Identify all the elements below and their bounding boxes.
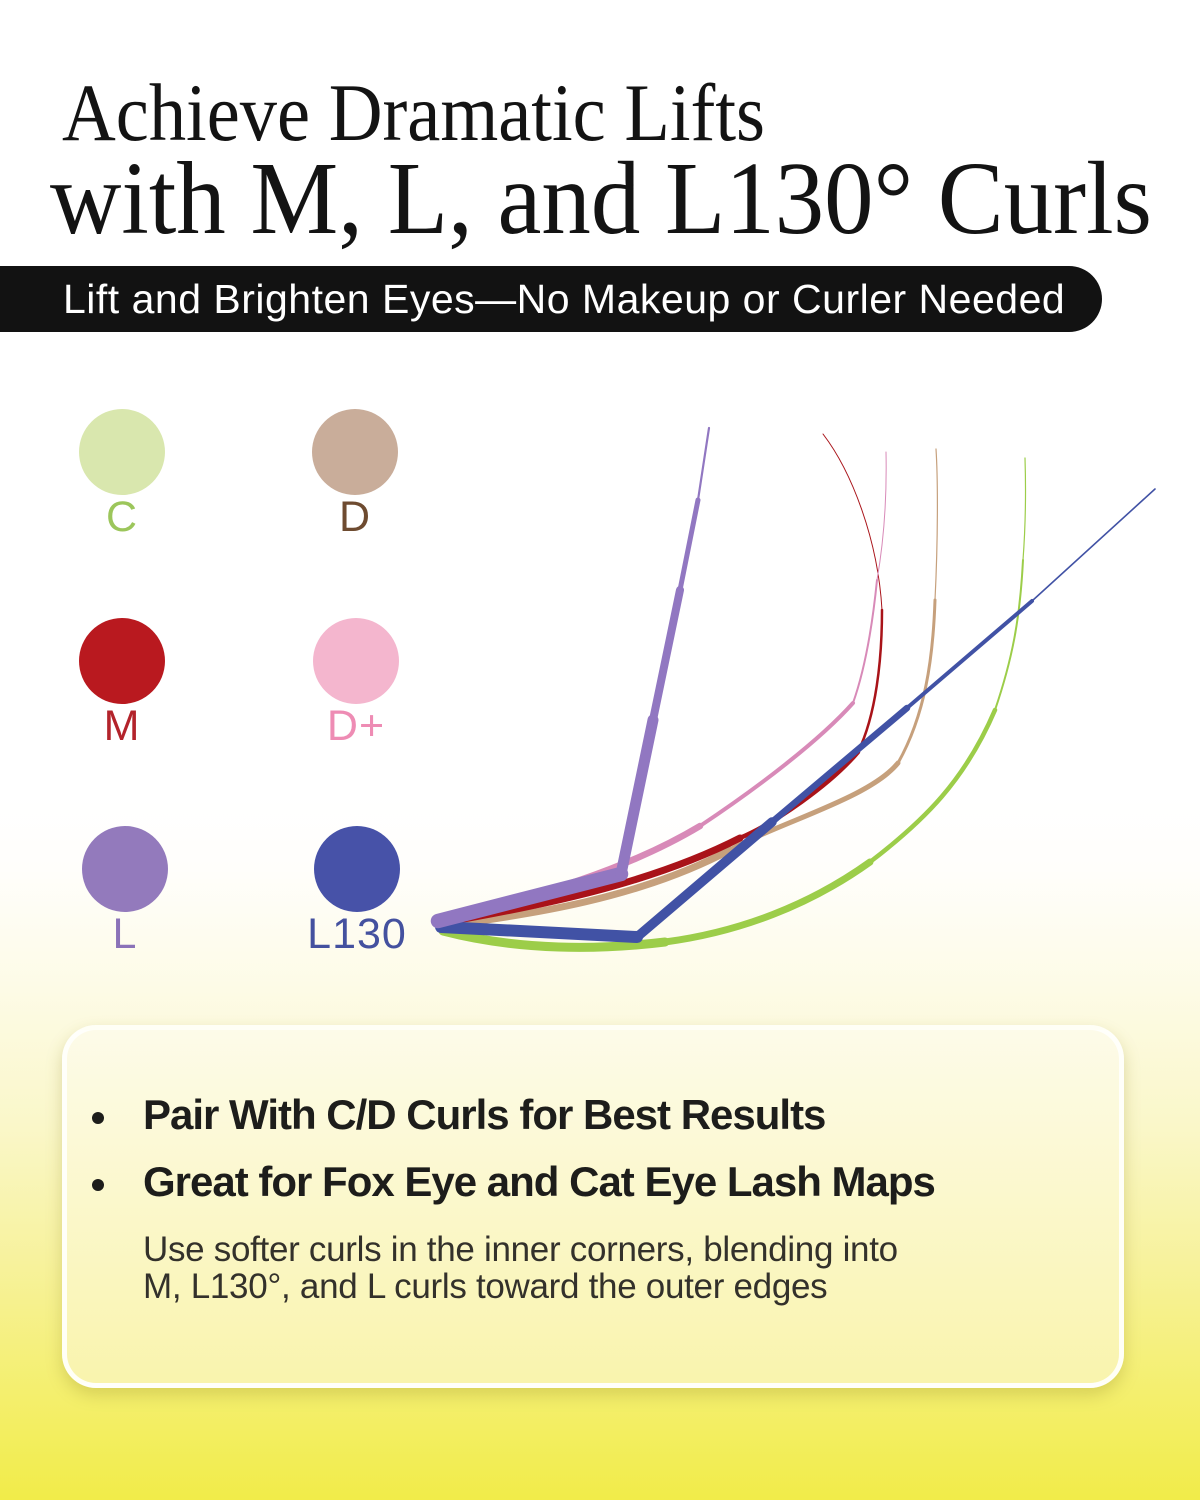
curl-label-dplus: D+ xyxy=(326,702,386,750)
curl-color-dot-c xyxy=(79,409,165,495)
curl-label-l: L xyxy=(112,910,138,958)
lash-curve-L xyxy=(615,714,659,880)
curl-label-m: M xyxy=(103,702,141,750)
lash-curve-L xyxy=(677,497,701,593)
lash-curve-C xyxy=(867,707,998,865)
lash-curve-L130 xyxy=(1031,488,1156,602)
curl-color-dot-d xyxy=(312,409,398,495)
lash-curve-D xyxy=(896,598,937,765)
info-box xyxy=(62,1025,1124,1388)
curl-color-dot-l xyxy=(82,826,168,912)
page-title: Achieve Dramatic Lifts with M, L, and L1… xyxy=(50,67,1152,256)
curl-color-dot-m xyxy=(79,618,165,704)
curl-label-l130: L130 xyxy=(307,910,407,958)
lash-curve-L130 xyxy=(632,817,777,942)
note-line-2: M, L130°, and L curls toward the outer e… xyxy=(143,1267,828,1306)
curl-color-dot-l130 xyxy=(314,826,400,912)
lash-curve-D+ xyxy=(852,579,878,704)
curl-label-c: C xyxy=(105,493,139,541)
lash-curve-L130 xyxy=(905,599,1034,710)
lash-curve-C xyxy=(438,926,670,952)
lash-curve-L xyxy=(430,866,629,929)
bullet-item-1: Pair With C/D Curls for Best Results xyxy=(143,1091,826,1138)
subtitle-banner-text: Lift and Brighten Eyes—No Makeup or Curl… xyxy=(63,276,1066,322)
title-line-2: with M, L, and L130° Curls xyxy=(50,141,1152,256)
lash-curve-C xyxy=(661,858,874,946)
lash-curve-L130 xyxy=(768,704,911,826)
lash-curve-D xyxy=(934,448,938,601)
lash-curve-C xyxy=(994,559,1024,711)
lash-curve-D xyxy=(438,846,734,930)
lash-curve-D+ xyxy=(698,701,855,828)
bullet-dot-icon xyxy=(92,1179,104,1191)
curl-label-d: D xyxy=(338,493,372,541)
bullet-dot-icon xyxy=(92,1112,104,1124)
title-line-1: Achieve Dramatic Lifts xyxy=(62,67,765,158)
lash-curve-D+ xyxy=(876,451,887,581)
lash-curve-L130 xyxy=(435,921,643,943)
lash-curve-M xyxy=(822,433,883,611)
lash-curve-M xyxy=(856,608,884,754)
curl-color-dot-dplus xyxy=(313,618,399,704)
subtitle-banner: Lift and Brighten Eyes—No Makeup or Curl… xyxy=(0,266,1102,332)
lash-curve-L xyxy=(649,586,684,724)
lash-curve-M xyxy=(737,749,861,841)
lash-curve-C xyxy=(1022,457,1027,561)
note-line-1: Use softer curls in the inner corners, b… xyxy=(143,1230,898,1269)
lash-curve-L xyxy=(696,426,711,502)
bullet-item-2: Great for Fox Eye and Cat Eye Lash Maps xyxy=(143,1158,936,1205)
